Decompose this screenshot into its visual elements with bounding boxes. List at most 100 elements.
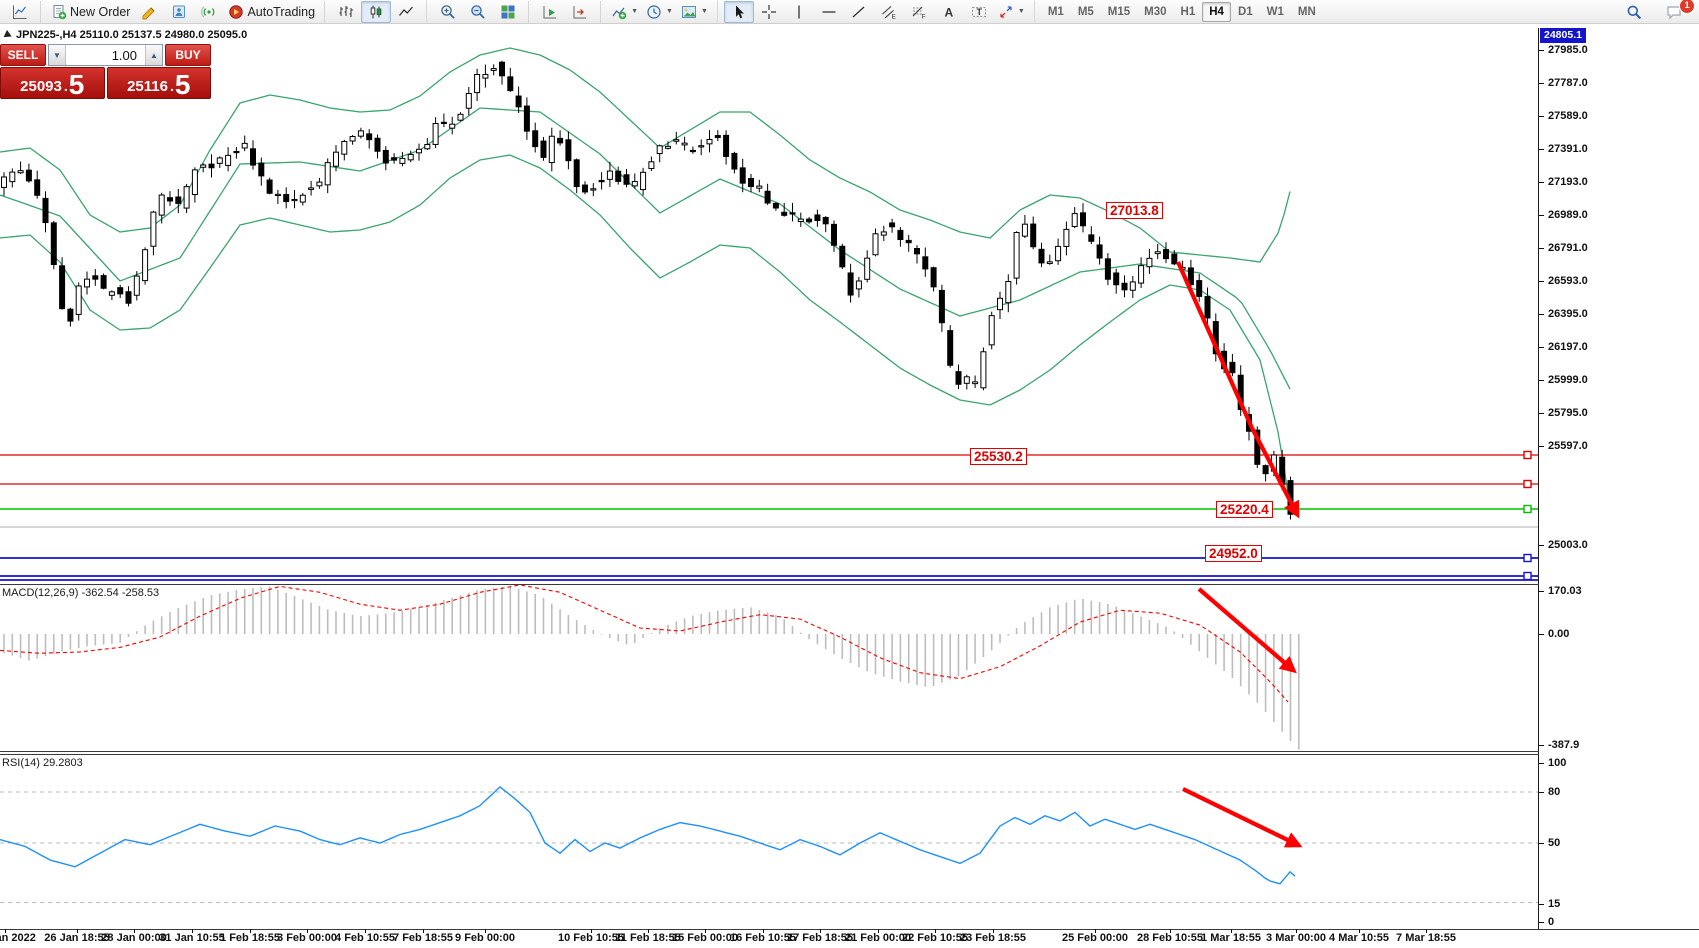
price-axis-border <box>1538 28 1539 929</box>
periods-button[interactable]: ▼ <box>642 1 677 23</box>
notification-badge: 1 <box>1679 0 1695 14</box>
price-annotation[interactable]: 27013.8 <box>1106 202 1163 219</box>
trend-arrow-rsi[interactable] <box>1182 787 1303 848</box>
time-tick <box>307 929 308 933</box>
timeframe-mn[interactable]: MN <box>1291 2 1323 22</box>
toolbar-right: 1 <box>1619 0 1695 23</box>
timeframe-h4[interactable]: H4 <box>1202 1 1231 22</box>
main-chart-canvas[interactable] <box>0 28 1539 584</box>
rsi-pane-separator-inner <box>0 754 1699 755</box>
time-tick <box>1170 929 1171 933</box>
time-tick <box>5 929 6 933</box>
macd-pane-canvas[interactable] <box>0 585 1539 751</box>
trendline-button[interactable] <box>844 1 874 23</box>
new-chart-button[interactable] <box>5 1 35 23</box>
line-handle[interactable] <box>1523 553 1532 563</box>
price-axis: 27985.0 27787.0 27589.0 27391.0 27193.0 26989… <box>1539 28 1699 929</box>
axis-tick <box>1539 843 1544 844</box>
macd-pane-separator[interactable] <box>0 584 1699 585</box>
timeframe-d1[interactable]: D1 <box>1231 2 1260 22</box>
sell-price-display[interactable]: 25093. 5 <box>0 67 105 99</box>
metaeditor-button[interactable] <box>164 1 194 23</box>
rsi-tick-label: 50 <box>1548 837 1561 849</box>
line-handle[interactable] <box>1523 450 1532 460</box>
line-chart-button[interactable] <box>391 1 421 23</box>
indicators-button[interactable]: ▼ <box>607 1 642 23</box>
chart-window-icon <box>3 29 14 41</box>
line-handle[interactable] <box>1523 479 1532 489</box>
line-handle[interactable] <box>1523 504 1532 514</box>
tile-windows-icon <box>500 4 516 20</box>
tile-windows-button[interactable] <box>493 1 523 23</box>
fibonacci-button[interactable]: F <box>904 1 934 23</box>
macd-histogram <box>3 586 1300 750</box>
arrows-button[interactable]: ▼ <box>994 1 1029 23</box>
bar-chart-button[interactable] <box>331 1 361 23</box>
horizontal-line-button[interactable] <box>814 1 844 23</box>
timeframe-m15[interactable]: M15 <box>1101 2 1137 22</box>
vertical-line-button[interactable] <box>784 1 814 23</box>
templates-button[interactable]: ▼ <box>677 1 712 23</box>
text-button[interactable]: A <box>934 1 964 23</box>
zoom-in-button[interactable] <box>433 1 463 23</box>
volume-input[interactable]: 1.00 <box>111 47 137 63</box>
axis-tick <box>1539 248 1544 249</box>
toolbar-group <box>2 1 38 23</box>
rsi-line[interactable] <box>0 785 1296 885</box>
zoom-out-button[interactable] <box>463 1 493 23</box>
autotrading-button[interactable]: AutoTrading <box>224 1 319 23</box>
buy-price-display[interactable]: 25116. 5 <box>106 67 211 99</box>
text-label-icon: T <box>971 4 987 20</box>
toolbar-group <box>324 0 424 23</box>
rsi-pane-separator[interactable] <box>0 751 1699 752</box>
timeframe-m30[interactable]: M30 <box>1137 2 1173 22</box>
buy-price-main: 25116 <box>127 78 168 95</box>
equidistant-channel-button[interactable]: E <box>874 1 904 23</box>
highlighter-button[interactable] <box>134 1 164 23</box>
button-label: H4 <box>1209 5 1224 18</box>
search-button[interactable] <box>1619 1 1649 23</box>
signals-button[interactable] <box>194 1 224 23</box>
sell-price-pips: 5 <box>68 69 85 100</box>
search-icon <box>1626 4 1642 20</box>
timeframe-w1[interactable]: W1 <box>1260 2 1291 22</box>
auto-scroll-button[interactable] <box>535 1 565 23</box>
line-handle[interactable] <box>1523 571 1532 581</box>
buy-button[interactable]: BUY <box>165 44 211 66</box>
crosshair-button[interactable] <box>754 1 784 23</box>
text-label-button[interactable]: T <box>964 1 994 23</box>
chart-ohlc-title: JPN225-,H4 25110.0 25137.5 24980.0 25095… <box>16 29 248 41</box>
trend-arrow-macd[interactable] <box>1197 587 1297 674</box>
cursor-button[interactable] <box>723 0 754 23</box>
price-annotation[interactable]: 24952.0 <box>1205 545 1262 562</box>
trend-arrow-main[interactable] <box>1176 261 1300 519</box>
volume-decrease-button[interactable]: ▼ <box>49 45 66 65</box>
timeframe-h1[interactable]: H1 <box>1174 2 1203 22</box>
macd-signal-line[interactable] <box>0 585 1289 703</box>
chart-shift-button[interactable] <box>565 1 595 23</box>
timeframe-m1[interactable]: M1 <box>1041 2 1071 22</box>
bollinger-lower[interactable] <box>0 154 1291 508</box>
time-axis-label: 23 Feb 18:55 <box>959 932 1027 944</box>
vline-icon <box>791 4 807 20</box>
time-tick <box>1359 929 1360 933</box>
price-annotation[interactable]: 25220.4 <box>1216 501 1273 518</box>
rsi-pane-canvas[interactable] <box>0 753 1539 928</box>
button-label: MN <box>1297 5 1316 18</box>
axis-tick <box>1539 116 1544 117</box>
bollinger-upper[interactable] <box>0 47 1291 263</box>
price-tick-label: 25003.0 <box>1548 539 1588 551</box>
new-order-button[interactable]: New Order <box>47 1 134 23</box>
price-annotation[interactable]: 25530.2 <box>970 448 1027 465</box>
chat-button[interactable]: 1 <box>1659 0 1695 23</box>
chevron-down-icon: ▼ <box>631 8 639 15</box>
time-tick <box>485 929 486 933</box>
volume-increase-button[interactable]: ▲ <box>145 45 162 65</box>
time-tick <box>820 929 821 933</box>
candlestick-chart-button[interactable] <box>361 0 392 23</box>
timeframe-m5[interactable]: M5 <box>1071 2 1101 22</box>
sell-button[interactable]: SELL <box>0 44 46 66</box>
time-axis-label: 28 Jan 00:00 <box>101 932 167 944</box>
bollinger-middle[interactable] <box>0 107 1291 390</box>
time-tick <box>423 929 424 933</box>
